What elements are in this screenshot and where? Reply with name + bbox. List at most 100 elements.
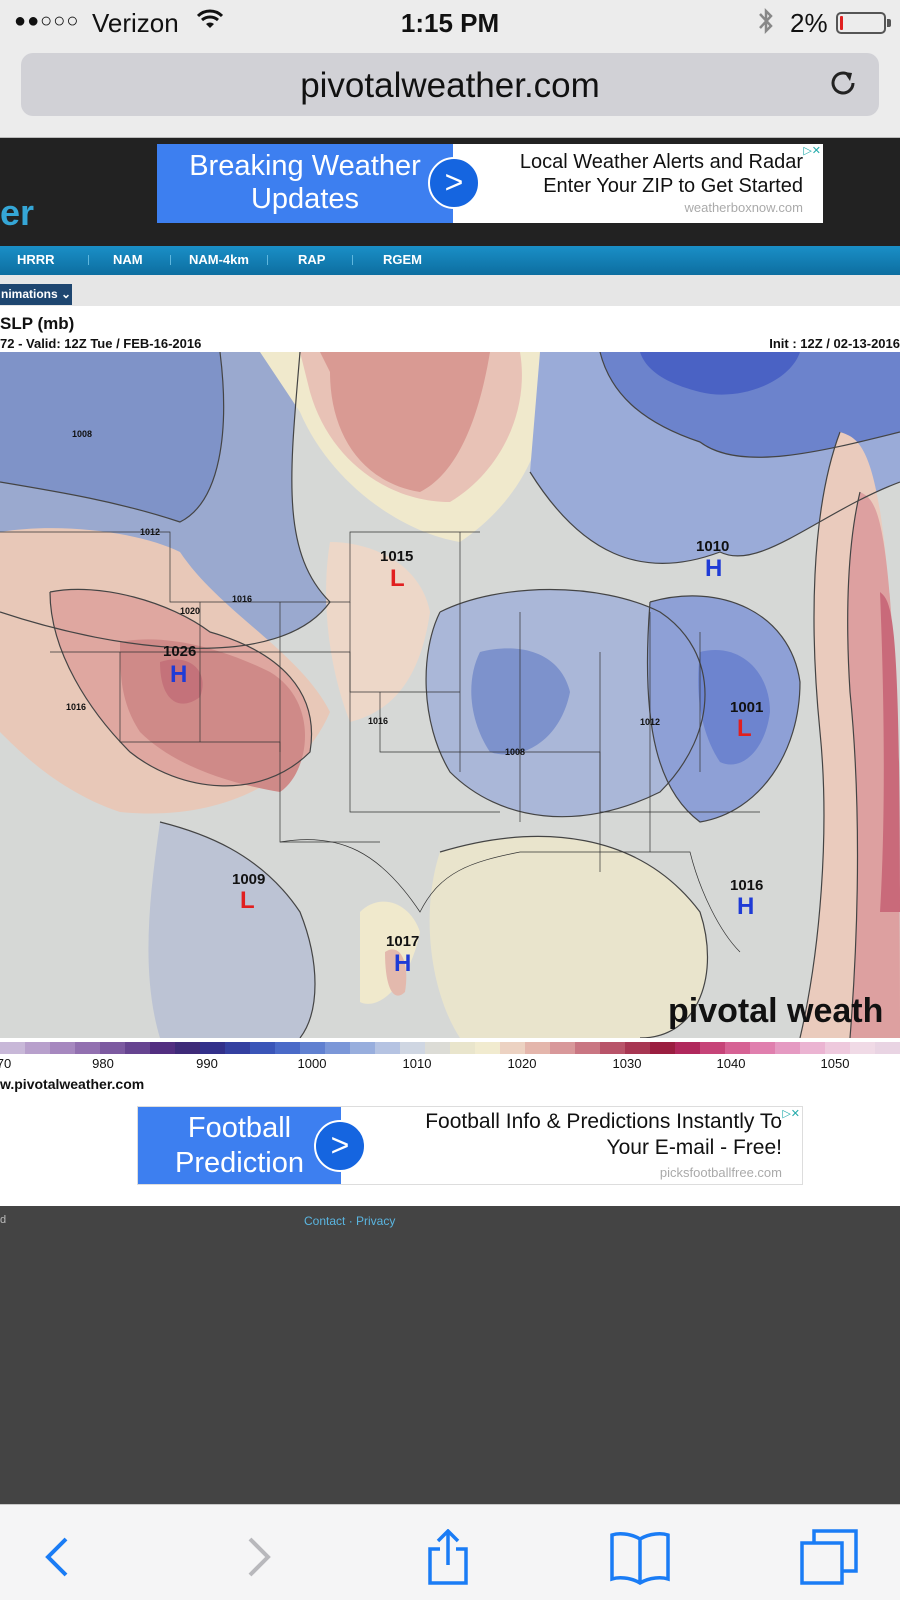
nav-item-nam-4km[interactable]: NAM-4km [189,252,249,267]
bluetooth-icon [756,6,776,43]
share-icon[interactable] [418,1528,478,1585]
svg-text:L: L [240,887,255,914]
bottom-ad-banner[interactable]: Football Prediction > Football Info & Pr… [137,1106,803,1185]
colorbar-tick: 1030 [612,1056,642,1071]
colorbar-swatch [225,1042,250,1054]
reload-icon[interactable] [823,63,863,103]
isobar-label: 1008 [505,747,525,757]
carrier-name: Verizon [92,8,179,38]
site-header: er Breaking Weather Updates > Local Weat… [0,138,900,246]
colorbar-tick: 1010 [402,1056,432,1071]
nav-separator [352,255,353,265]
isobar-label: 1016 [368,716,388,726]
colorbar-swatch [750,1042,775,1054]
signal-strength-icon: ●●○○○ [14,10,80,32]
colorbar-swatch [675,1042,700,1054]
footer-links[interactable]: Contact · Privacy [304,1214,396,1228]
sub-toolbar: nimations ⌄ [0,275,900,306]
colorbar-tick: 1040 [716,1056,746,1071]
colorbar-swatch [325,1042,350,1054]
colorbar-tick: 980 [92,1056,114,1071]
battery-percent: 2% [790,8,828,38]
pressure-center-low: 1015 L [380,548,413,592]
colorbar-swatch [775,1042,800,1054]
forward-icon[interactable] [226,1529,286,1585]
isobar-label: 1012 [640,717,660,727]
ad-source: picksfootballfree.com [659,1165,782,1180]
address-url[interactable]: pivotalweather.com [300,66,600,105]
ad-close-icon[interactable]: ▷✕ [801,144,823,157]
colorbar-tick: 70 [0,1056,12,1071]
svg-text:H: H [705,555,722,582]
site-footer: d Contact · Privacy [0,1206,900,1504]
ad-source: weatherboxnow.com [684,200,803,215]
svg-text:1017: 1017 [386,933,419,950]
colorbar-swatch [0,1042,25,1054]
colorbar-swatch [650,1042,675,1054]
nav-item-rgem[interactable]: RGEM [383,252,422,267]
browser-address-area: pivotalweather.com [0,44,900,138]
colorbar-swatch [525,1042,550,1054]
battery-icon [836,12,891,34]
colorbar-swatch [300,1042,325,1054]
nav-separator [170,255,171,265]
svg-text:H: H [737,893,754,920]
pressure-center-low: 1009 L [232,871,265,914]
top-ad-banner[interactable]: Breaking Weather Updates > Local Weather… [157,144,823,223]
tabs-icon[interactable] [800,1529,860,1585]
svg-text:L: L [737,715,752,742]
isobar-label: 1012 [140,527,160,537]
colorbar-tick: 1000 [297,1056,327,1071]
nav-item-rap[interactable]: RAP [298,252,326,267]
nav-item-nam[interactable]: NAM [113,252,143,267]
colorbar-swatch [100,1042,125,1054]
svg-text:1010: 1010 [696,538,729,555]
ad-close-icon[interactable]: ▷✕ [780,1107,802,1120]
colorbar-swatch [700,1042,725,1054]
browser-toolbar [0,1504,900,1600]
colorbar-swatch [75,1042,100,1054]
colorbar-swatch [275,1042,300,1054]
ad-headline: Football Prediction [138,1107,341,1184]
colorbar-swatch [250,1042,275,1054]
colorbar-swatch [475,1042,500,1054]
colorbar-swatch [400,1042,425,1054]
colorbar-swatch [350,1042,375,1054]
site-logo[interactable]: er [0,192,35,233]
svg-text:1016: 1016 [730,877,763,894]
svg-text:1009: 1009 [232,871,265,888]
chevron-right-icon[interactable]: > [314,1120,366,1172]
chevron-right-icon[interactable]: > [428,157,480,209]
map-watermark: pivotal weath [668,992,883,1030]
colorbar-tick: 990 [196,1056,218,1071]
colorbar-swatch [725,1042,750,1054]
svg-text:H: H [394,950,411,977]
pressure-map[interactable]: 1008 1012 1020 1016 1016 1016 1008 1012 … [0,352,900,1038]
colorbar-swatch [800,1042,825,1054]
isobar-label: 1020 [180,606,200,616]
colorbar-swatch [875,1042,900,1054]
svg-text:L: L [390,565,405,592]
map-init-time: Init : 12Z / 02-13-2016 [769,336,900,351]
isobar-label: 1016 [66,702,86,712]
colorbar-swatch [625,1042,650,1054]
colorbar-swatch [50,1042,75,1054]
animations-dropdown[interactable]: nimations ⌄ [0,284,72,305]
nav-separator [267,255,268,265]
pressure-center-high: 1026 H [163,643,196,688]
colorbar-swatch [850,1042,875,1054]
wifi-icon [196,6,224,37]
nav-item-hrrr[interactable]: HRRR [17,252,55,267]
map-source-url: w.pivotalweather.com [0,1076,145,1092]
map-valid-time: 72 - Valid: 12Z Tue / FEB-16-2016 [0,336,202,351]
svg-text:1001: 1001 [730,699,763,716]
colorbar-swatch [550,1042,575,1054]
clock: 1:15 PM [400,8,500,38]
colorbar-swatch [500,1042,525,1054]
colorbar-swatch [450,1042,475,1054]
colorbar-swatch [600,1042,625,1054]
back-icon[interactable] [30,1529,90,1585]
colorbar-swatch [125,1042,150,1054]
address-bar[interactable]: pivotalweather.com [21,53,879,116]
bookmarks-icon[interactable] [610,1529,670,1586]
